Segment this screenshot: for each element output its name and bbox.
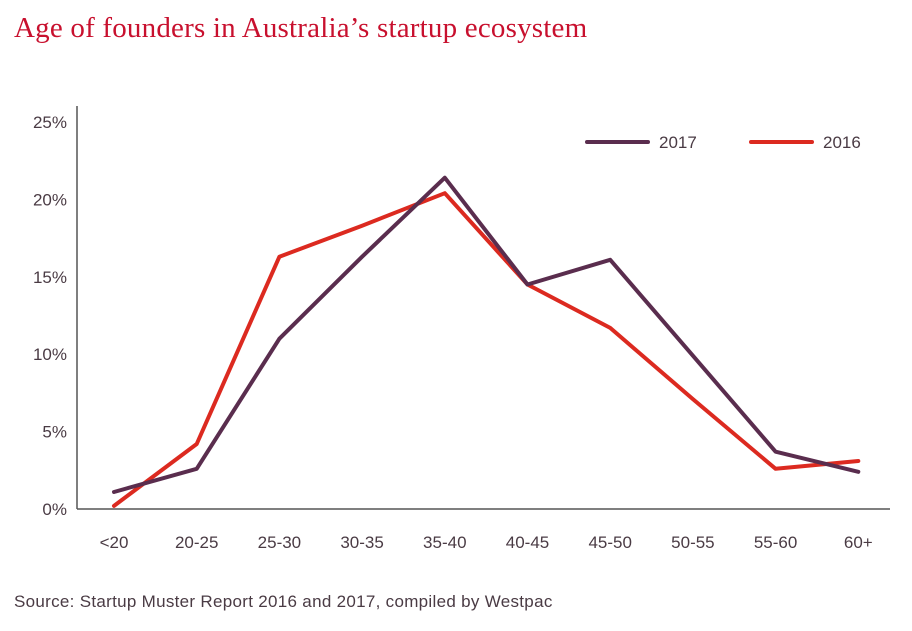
chart-legend: 2017 2016 [585,133,861,152]
x-tick-label: 60+ [844,533,873,552]
x-tick-label: <20 [100,533,129,552]
y-tick-label: 25% [33,113,67,132]
x-tick-label: 50-55 [671,533,714,552]
series-line-2017 [112,175,861,494]
legend-label-2016: 2016 [823,133,861,152]
x-tick-label: 45-50 [588,533,631,552]
chart-title: Age of founders in Australia’s startup e… [14,12,588,44]
x-tick-label: 20-25 [175,533,218,552]
x-tick-label: 55-60 [754,533,797,552]
x-tick-label: 30-35 [340,533,383,552]
y-tick-label: 0% [42,500,67,519]
y-tick-label: 10% [33,345,67,364]
x-tick-label: 40-45 [506,533,549,552]
chart-series [112,175,861,508]
x-tick-label: 35-40 [423,533,466,552]
y-tick-label: 15% [33,268,67,287]
series-line-2016 [112,191,861,508]
source-note: Source: Startup Muster Report 2016 and 2… [14,592,553,611]
y-tick-label: 20% [33,190,67,209]
chart-axes: 0% 5% 10% 15% 20% 25% <20 20-25 25-30 30-35 35-40 4… [33,106,890,552]
legend-label-2017: 2017 [659,133,697,152]
y-tick-label: 5% [42,423,67,442]
x-tick-label: 25-30 [258,533,301,552]
